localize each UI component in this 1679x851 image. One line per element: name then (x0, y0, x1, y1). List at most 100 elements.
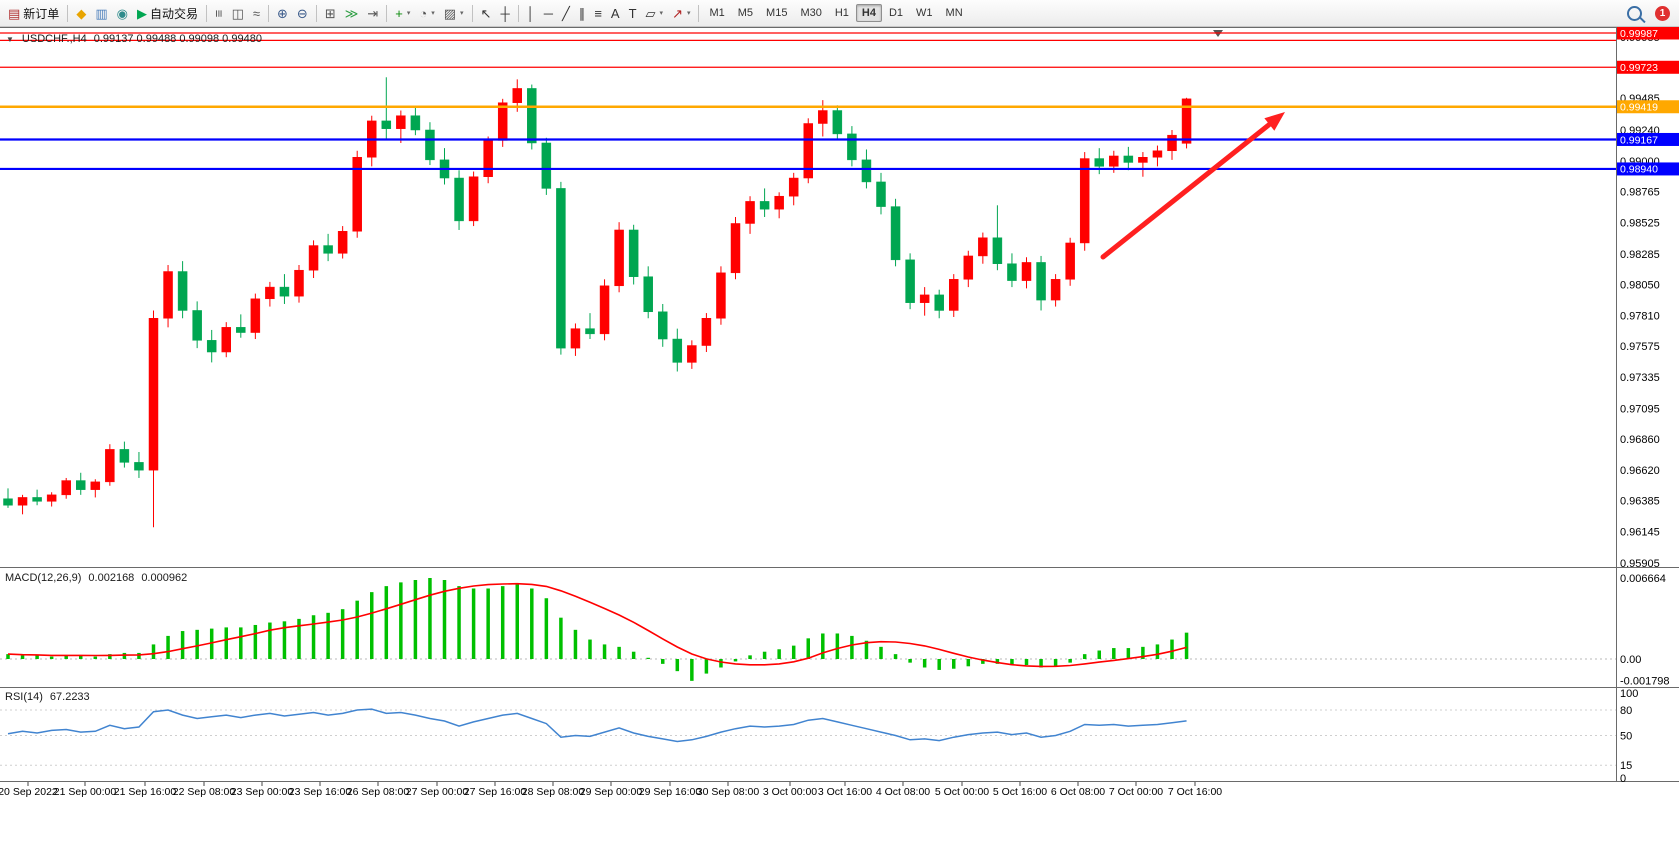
candle-body (716, 272, 726, 319)
candles-layer (3, 77, 1192, 528)
toolbar-separator (386, 4, 388, 22)
bar-chart-button[interactable]: ≡ (211, 2, 227, 24)
candle-body (832, 110, 843, 135)
time-axis-label: 30 Sep 08:00 (697, 786, 760, 798)
price-axis-label: 0.98050 (1620, 279, 1660, 291)
candle-body (803, 123, 813, 179)
candle-body (992, 237, 1003, 264)
crosshair-button[interactable]: ┼ (496, 2, 513, 24)
candle-body (745, 201, 755, 224)
candle-body (1036, 262, 1046, 301)
price-line-badge-label: 0.99167 (1620, 134, 1658, 146)
time-axis-label: 23 Sep 16:00 (289, 786, 352, 798)
candle-body (119, 449, 130, 463)
candle-body (1167, 134, 1177, 152)
chevron-down-icon: ▾ (659, 10, 664, 17)
price-axis-label: 0.98765 (1620, 186, 1660, 198)
trend-arrow-annotation[interactable] (1100, 112, 1285, 260)
vertical-line-icon: │ (526, 5, 535, 21)
price-axis-label: 0.95905 (1620, 558, 1660, 570)
zoom-out-button[interactable]: ⊖ (293, 2, 312, 24)
candle-body (279, 286, 290, 297)
timeframe-m1[interactable]: M1 (709, 7, 725, 19)
candle-body (1021, 262, 1032, 281)
timeframe-h1[interactable]: H1 (834, 7, 849, 19)
candle-body (192, 310, 202, 341)
time-axis-label: 21 Sep 00:00 (54, 786, 117, 798)
timeframe-mn[interactable]: MN (945, 7, 963, 19)
candle-body (847, 133, 857, 161)
template-icon: ▨ (443, 5, 457, 21)
candle-body (1007, 263, 1017, 281)
profiles-button[interactable]: ▥ (91, 2, 111, 24)
timeframe-h4[interactable]: H4 (855, 4, 882, 22)
equidistant-channel-button[interactable]: ∥ (575, 2, 590, 24)
timeframe-m5[interactable]: M5 (737, 7, 754, 19)
candle-body (1138, 157, 1148, 163)
auto-scroll-button[interactable]: ≫ (341, 2, 363, 24)
candle-body (497, 102, 508, 141)
search-icon[interactable] (1627, 5, 1642, 21)
candle-body (483, 140, 493, 177)
candle-body (90, 481, 101, 490)
candle-body (876, 181, 886, 207)
notification-badge[interactable]: 1 (1655, 5, 1670, 21)
candle-body (774, 195, 784, 210)
templates-button[interactable]: ▨ ▾ (440, 2, 468, 24)
timeframe-m15[interactable]: M15 (766, 7, 788, 19)
arrows-button[interactable]: ↗ ▾ (668, 2, 694, 24)
candle-body (628, 229, 639, 277)
price-axis-label: 0.98285 (1620, 249, 1660, 261)
trendline-button[interactable]: ╱ (558, 2, 574, 24)
autotrading-button[interactable]: ▶ 自动交易 (133, 2, 202, 24)
shapes-button[interactable]: ▱ ▾ (642, 2, 668, 24)
toolbar-separator (471, 4, 473, 22)
rsi-axis-label: 100 (1620, 688, 1638, 700)
candle-body (570, 328, 581, 349)
indicators-button[interactable]: + ▾ (391, 2, 414, 24)
rsi-indicator-label: RSI(14) 67.2233 (5, 691, 90, 703)
text-label-button[interactable]: T (625, 2, 641, 24)
chart-menu-icon[interactable]: ▼ (6, 35, 14, 44)
cursor-button[interactable]: ↖ (477, 2, 496, 24)
time-axis-label: 29 Sep 00:00 (580, 786, 643, 798)
timeframe-m30[interactable]: M30 (800, 7, 822, 19)
vertical-line-button[interactable]: │ (523, 2, 539, 24)
candle-body (468, 176, 479, 222)
data-window-button[interactable]: ◉ (113, 2, 132, 24)
candle-body (381, 120, 392, 129)
line-chart-button[interactable]: ≈ (249, 2, 264, 24)
candle-body (585, 328, 595, 335)
macd-indicator-label: MACD(12,26,9) 0.002168 0.000962 (5, 572, 187, 584)
price-axis-label: 0.96860 (1620, 434, 1660, 446)
macd-signal-value: 0.000962 (141, 572, 188, 584)
price-line-badge-label: 0.99723 (1620, 62, 1658, 74)
text-button[interactable]: A (607, 2, 624, 24)
candle-body (861, 159, 872, 183)
candle-body (527, 88, 537, 144)
tile-windows-button[interactable]: ⊞ (321, 2, 340, 24)
candle-body (308, 245, 319, 271)
chart-canvas[interactable]: 0.999550.994850.992400.990000.987650.985… (0, 27, 1679, 851)
charts-group-button[interactable]: ◆ (72, 2, 90, 24)
indicators-plus-icon: + (395, 5, 403, 21)
chart-shift-button[interactable]: ⇥ (363, 2, 382, 24)
new-order-button[interactable]: ▤ 新订单 (4, 2, 63, 24)
timeframe-d1[interactable]: D1 (888, 7, 904, 19)
toolbar-separator (315, 4, 317, 22)
timeframe-w1[interactable]: W1 (916, 7, 933, 19)
horizontal-line-button[interactable]: ─ (540, 2, 557, 24)
candlestick-chart-button[interactable]: ◫ (228, 2, 248, 24)
price-axis-label: 0.98525 (1620, 218, 1660, 230)
arrow-shaft (1100, 121, 1272, 260)
candle-body (454, 177, 464, 222)
periods-button[interactable]: ◔ ▾ (415, 2, 438, 24)
chevron-down-icon: ▾ (460, 10, 464, 17)
rsi-name: RSI(14) (5, 691, 43, 703)
candle-body (919, 294, 930, 303)
candle-body (949, 279, 959, 311)
zoom-in-button[interactable]: ⊕ (273, 2, 292, 24)
fibonacci-button[interactable]: ≡ (590, 2, 606, 24)
candle-body (46, 494, 57, 502)
